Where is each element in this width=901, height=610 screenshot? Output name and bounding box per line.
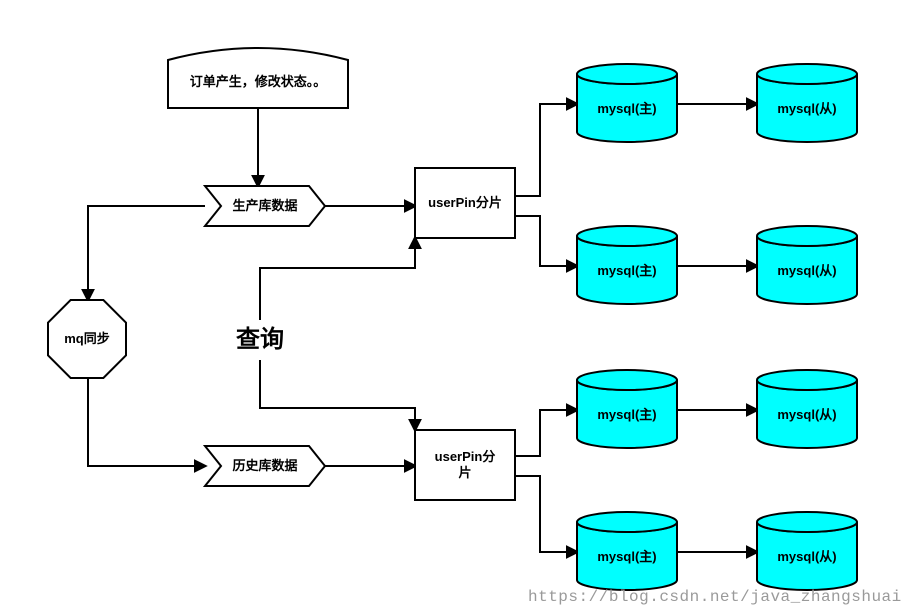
label-mq: mq同步 (48, 300, 126, 378)
label-m1: mysql(主) (577, 80, 677, 138)
label-shard2: userPin分片 (415, 430, 515, 500)
edge-shard1-m2 (515, 216, 577, 266)
label-s2: mysql(从) (757, 242, 857, 300)
label-m3: mysql(主) (577, 386, 677, 444)
label-s1: mysql(从) (757, 80, 857, 138)
label-m4: mysql(主) (577, 528, 677, 586)
label-query: 查询 (215, 320, 305, 360)
edge-query-shard2 (260, 360, 415, 430)
label-hist: 历史库数据 (205, 446, 325, 486)
label-s4: mysql(从) (757, 528, 857, 586)
watermark-text: https://blog.csdn.net/java_zhangshuai (528, 588, 901, 606)
label-s3: mysql(从) (757, 386, 857, 444)
label-order: 订单产生，修改状态。。 (168, 56, 348, 108)
label-shard1: userPin分片 (415, 168, 515, 238)
edge-prod-mq (88, 206, 205, 300)
edge-mq-hist (88, 378, 205, 466)
label-m2: mysql(主) (577, 242, 677, 300)
edge-query-shard1 (260, 238, 415, 320)
edge-shard1-m1 (515, 104, 577, 196)
label-prod: 生产库数据 (205, 186, 325, 226)
edge-shard2-m4 (515, 476, 577, 552)
edge-shard2-m3 (515, 410, 577, 456)
